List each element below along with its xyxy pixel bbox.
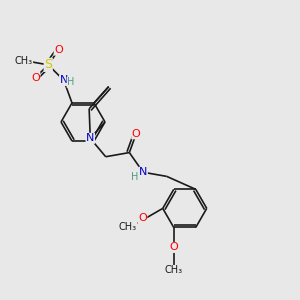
Text: N: N bbox=[60, 75, 68, 85]
Text: CH₃: CH₃ bbox=[14, 56, 33, 66]
Text: O: O bbox=[138, 213, 147, 224]
Text: O: O bbox=[31, 73, 40, 82]
Text: N: N bbox=[139, 167, 147, 177]
Text: S: S bbox=[44, 58, 52, 71]
Text: O: O bbox=[54, 45, 63, 55]
Text: O: O bbox=[132, 129, 141, 139]
Text: O: O bbox=[169, 242, 178, 252]
Text: H: H bbox=[67, 77, 74, 87]
Text: CH₃: CH₃ bbox=[165, 266, 183, 275]
Text: H: H bbox=[131, 172, 139, 182]
Text: N: N bbox=[86, 133, 94, 143]
Text: CH₃: CH₃ bbox=[119, 222, 137, 233]
